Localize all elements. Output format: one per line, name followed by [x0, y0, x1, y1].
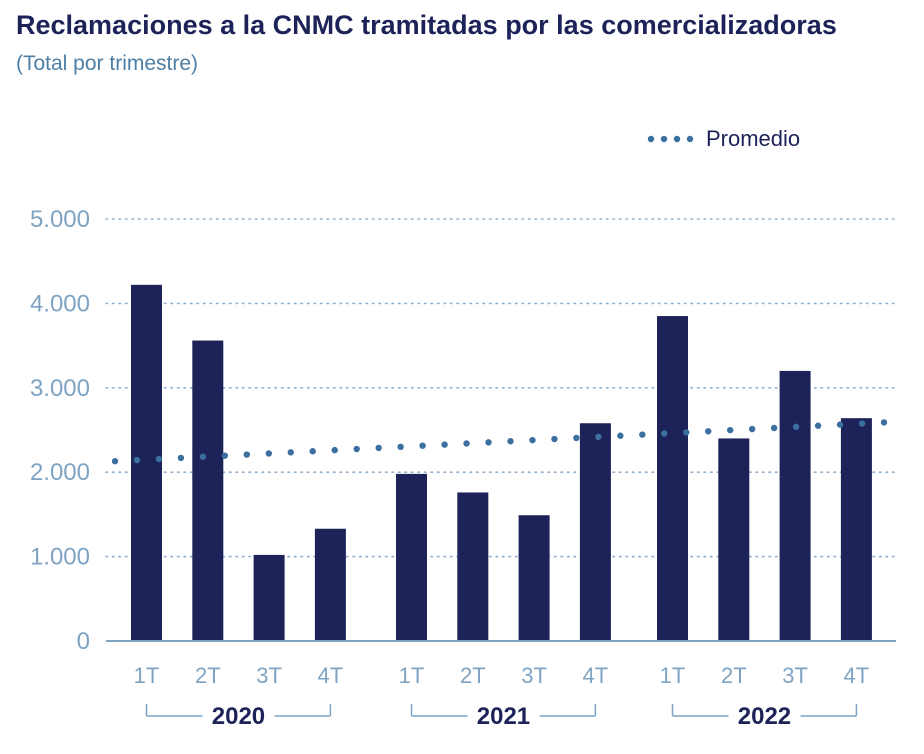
- legend-dot: [673, 135, 681, 143]
- trend-dot: [287, 449, 294, 456]
- trend-dot: [814, 422, 822, 429]
- trend-dot: [595, 433, 602, 441]
- year-label: 2021: [477, 703, 530, 730]
- trend-dot: [617, 432, 624, 439]
- x-tick-label: 3T: [782, 663, 808, 688]
- y-tick-label: 3.000: [30, 375, 90, 402]
- bar: [314, 528, 346, 641]
- trend-dot: [748, 425, 756, 433]
- y-tick-label: 4.000: [30, 290, 90, 317]
- trend-dot: [485, 439, 492, 446]
- x-tick-label: 1T: [399, 663, 425, 688]
- x-tick-label: 4T: [844, 663, 870, 688]
- y-tick-label: 5.000: [30, 206, 90, 233]
- y-tick-label: 2.000: [30, 459, 90, 486]
- bar: [779, 370, 811, 641]
- trend-dot: [727, 426, 734, 434]
- legend: Promedio: [647, 126, 800, 151]
- bar: [579, 423, 611, 641]
- trend-dot: [463, 440, 470, 447]
- trend-dot: [705, 428, 712, 435]
- bar: [253, 554, 285, 641]
- x-tick-label: 2T: [721, 663, 747, 688]
- x-tick-label: 4T: [318, 663, 344, 688]
- year-label: 2022: [738, 703, 791, 730]
- trend-dot: [770, 424, 778, 432]
- trend-dot: [177, 454, 185, 462]
- trend-dot: [529, 436, 536, 444]
- x-tick-label: 1T: [660, 663, 686, 688]
- trend-dot: [507, 438, 514, 445]
- trend-dot: [683, 429, 690, 436]
- trend-dot: [243, 451, 251, 458]
- x-tick-label: 1T: [134, 663, 160, 688]
- legend-dot: [660, 135, 668, 143]
- legend-dot: [686, 135, 694, 143]
- trend-dot: [792, 423, 800, 431]
- y-tick-label: 1.000: [30, 544, 90, 571]
- bar: [457, 492, 489, 641]
- trend-dot: [309, 448, 316, 455]
- chart-title: Reclamaciones a la CNMC tramitadas por l…: [16, 10, 837, 40]
- legend-dotted-line-icon: [647, 135, 694, 143]
- x-tick-label: 3T: [256, 663, 282, 688]
- legend-label: Promedio: [706, 126, 800, 151]
- trend-dot: [221, 452, 229, 459]
- bar: [718, 438, 750, 641]
- x-tick-label: 2T: [195, 663, 221, 688]
- y-tick-label: 0: [77, 628, 90, 655]
- bar: [840, 418, 872, 641]
- chart-subtitle: (Total por trimestre): [16, 52, 199, 75]
- trend-dot: [331, 446, 338, 454]
- x-tick-label: 2T: [460, 663, 486, 688]
- trend-dot: [375, 444, 382, 452]
- trend-dot: [639, 431, 646, 438]
- trend-dot: [573, 434, 580, 442]
- trend-dot: [441, 441, 448, 448]
- trend-dot: [880, 419, 888, 426]
- trend-dot: [155, 455, 163, 463]
- trend-dot: [265, 450, 272, 457]
- trend-dot: [199, 453, 207, 460]
- bar: [518, 515, 550, 641]
- trend-dot: [661, 430, 668, 437]
- bar: [192, 340, 224, 641]
- trend-dot: [858, 420, 866, 427]
- trend-dot: [133, 456, 141, 464]
- year-label: 2020: [212, 703, 265, 730]
- legend-dot: [647, 135, 655, 143]
- x-tick-label: 4T: [583, 663, 609, 688]
- trend-dot: [551, 435, 558, 443]
- trend-dot: [836, 421, 844, 428]
- x-tick-label: 3T: [521, 663, 547, 688]
- bar: [657, 316, 688, 641]
- bar: [396, 473, 427, 641]
- trend-dot: [397, 443, 404, 451]
- trend-dot: [353, 445, 360, 453]
- trend-dot: [111, 458, 119, 465]
- trend-dot: [419, 442, 426, 449]
